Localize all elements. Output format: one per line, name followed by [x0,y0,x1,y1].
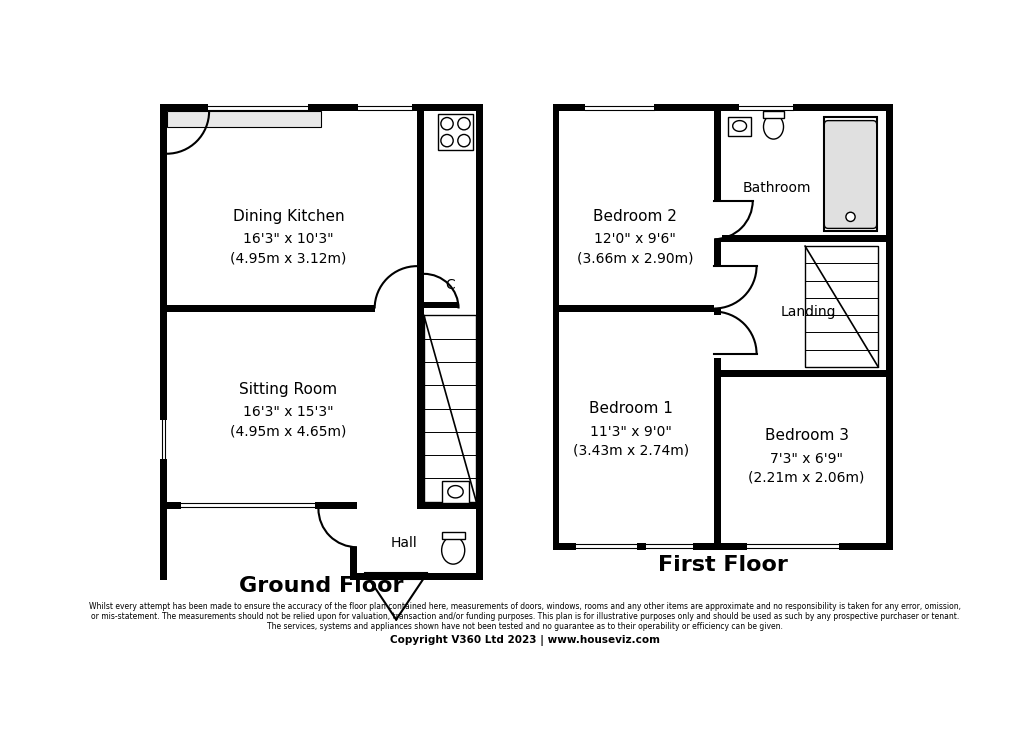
Circle shape [458,134,470,147]
Bar [724,111,886,232]
Bar [720,235,886,243]
Text: C: C [445,278,455,292]
Bar [476,105,483,580]
Circle shape [441,134,454,147]
Text: (4.95m x 3.12m): (4.95m x 3.12m) [230,252,346,266]
Bar [350,574,483,580]
Text: Bedroom 1: Bedroom 1 [589,401,673,416]
Bar [424,315,476,502]
Text: (3.66m x 2.90m): (3.66m x 2.90m) [577,252,693,266]
Bar [553,542,893,550]
Text: Bedroom 2: Bedroom 2 [593,209,677,223]
Ellipse shape [764,114,783,139]
Text: Copyright V360 Ltd 2023 | www.houseviz.com: Copyright V360 Ltd 2023 | www.houseviz.c… [390,635,659,646]
Bar [559,309,711,542]
Bar [417,502,476,509]
Bar [350,502,357,580]
Text: Dining Kitchen: Dining Kitchen [232,209,344,223]
Bar [553,105,559,550]
Bar [350,574,483,580]
Text: Whilst every attempt has been made to ensure the accuracy of the floor plan cont: Whilst every attempt has been made to en… [89,602,961,611]
Bar [724,239,886,367]
Text: First Floor: First Floor [657,555,787,575]
Text: 7'3" x 6'9": 7'3" x 6'9" [770,452,843,466]
Bar [824,116,877,231]
Bar [160,105,167,580]
Text: Bathroom: Bathroom [743,180,812,194]
Bar [585,105,654,111]
Bar [763,111,784,117]
Bar [746,542,839,550]
Text: The services, systems and appliances shown have not been tested and no guarantee: The services, systems and appliances sho… [267,622,782,631]
Text: Sitting Room: Sitting Room [240,382,338,397]
Bar [575,542,637,550]
Bar [361,574,423,580]
Bar [559,111,711,301]
Bar [208,105,307,111]
Bar [167,111,321,127]
Bar [441,481,469,502]
Text: Landing: Landing [780,306,836,319]
Bar [357,509,476,574]
Bar [714,200,722,239]
Bar [728,116,752,136]
Bar [160,502,350,509]
Bar [559,305,714,312]
Text: 11'3" x 9'0": 11'3" x 9'0" [590,424,672,439]
Text: 12'0" x 9'6": 12'0" x 9'6" [594,232,676,246]
Bar [180,502,315,509]
Bar [160,420,167,459]
Bar [739,105,793,111]
Bar [160,105,483,111]
Bar [646,542,692,550]
Bar [441,532,465,539]
Bar [553,105,893,111]
Bar [424,301,459,309]
Text: or mis-statement. The measurements should not be relied upon for valuation, tran: or mis-statement. The measurements shoul… [91,612,958,621]
Text: 16'3" x 15'3": 16'3" x 15'3" [243,405,334,419]
Ellipse shape [441,536,465,564]
Bar [720,370,886,377]
Bar [375,301,417,315]
Circle shape [458,117,470,130]
Bar [714,266,722,309]
Text: (3.43m x 2.74m): (3.43m x 2.74m) [573,444,689,458]
Text: Ground Floor: Ground Floor [240,576,403,596]
Bar [366,573,427,581]
Bar [438,114,473,150]
Bar [714,111,721,542]
Bar [357,105,412,111]
Bar [167,111,417,502]
Bar [167,305,417,312]
Bar [805,246,879,367]
Bar [424,111,476,502]
Bar [417,111,424,509]
Bar [350,509,364,547]
Text: Bedroom 3: Bedroom 3 [765,428,849,443]
Text: 16'3" x 10'3": 16'3" x 10'3" [243,232,334,246]
Text: (4.95m x 4.65m): (4.95m x 4.65m) [230,424,346,439]
Text: Hall: Hall [390,536,418,551]
Bar [714,315,722,358]
Text: (2.21m x 2.06m): (2.21m x 2.06m) [749,471,865,485]
Bar [724,374,886,542]
Circle shape [846,212,855,221]
Bar [886,105,893,550]
FancyBboxPatch shape [824,121,877,229]
Circle shape [441,117,454,130]
